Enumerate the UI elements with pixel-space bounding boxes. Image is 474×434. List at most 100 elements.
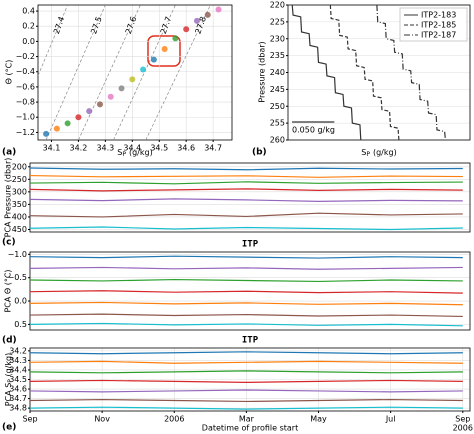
y-tick-label: 34.7 [9,394,27,403]
series-line [29,181,463,185]
isopycnal-label: 27.5 [89,15,104,35]
panel-title: ITP [242,336,259,346]
series-line [29,226,463,231]
y-tick-label: −0.5 [8,273,27,282]
point [150,56,157,63]
series-line [29,255,463,259]
series-line [29,370,463,374]
point [64,120,71,127]
panel-label: (a) [2,148,16,158]
series-line [29,212,463,218]
series-line [29,379,463,383]
x-tick-label: May [310,415,327,424]
y-tick-label: 245 [270,85,285,94]
series-line [29,313,463,318]
series-line [29,389,463,393]
point [183,26,190,33]
x-tick-label: 34.6 [177,144,195,153]
profile-line [291,5,362,140]
x-tick-label: Sep [455,415,470,424]
point [161,45,168,52]
point [172,35,179,42]
x-tick-label: 34.5 [150,144,168,153]
y-tick-label: 34.4 [9,365,27,374]
x-tick-label: 2006 [164,415,184,424]
y-tick-label: 0.5 [14,320,27,329]
y-tick-label: 0.4 [22,7,35,16]
panel-label: (d) [2,336,17,346]
y-tick-label: −0.4 [16,67,35,76]
point [193,17,200,24]
panel-label: (c) [2,238,16,248]
y-tick-label: 300 [12,187,27,196]
y-tick-label: 450 [12,225,27,234]
x-tick-label: 34.2 [70,144,88,153]
point [75,114,82,121]
profile-line [376,5,447,140]
point [107,93,114,100]
x-tick-label: 34.7 [204,144,222,153]
plot-frame [37,4,233,141]
series-line [29,167,463,171]
y-tick-label: −0.2 [16,52,35,61]
y-tick-label: 200 [12,162,27,171]
highlight-box [147,35,181,67]
y-tick-label: −1.2 [16,128,35,137]
x-axis-label-subscript: P [366,151,370,158]
y-tick-label: 34.2 [9,346,27,355]
point [118,85,125,92]
series-line [29,188,463,192]
y-tick-label: 34.8 [9,404,27,413]
point [204,11,211,18]
y-tick-label: 34.5 [9,375,27,384]
point [129,76,136,83]
y-axis-label: PCA SP (g/kg) [4,353,14,406]
y-tick-label: 400 [12,212,27,221]
y-tick-label: −0.8 [16,98,35,107]
x-tick-label: 34.3 [96,144,114,153]
series-line [29,266,463,270]
y-tick-label: 220 [270,1,285,10]
series-line [29,174,463,178]
x-tick-label: 34.1 [43,144,61,153]
y-tick-label: 260 [270,136,285,145]
clip-group [291,5,447,140]
isopycnal [38,5,68,77]
point [215,6,222,13]
clip-group: 27.4 27.5 27.6 27.7 27.8 [38,5,222,140]
y-axis-label: PCA Pressure (dbar) [4,158,13,238]
y-axis-label-prefix: PCA [4,388,13,406]
y-tick-label: 0.2 [22,22,35,31]
series-line [29,322,463,327]
point [96,101,103,108]
series-line [29,351,463,355]
y-tick-label: 34.6 [9,385,27,394]
y-tick-label: 0.0 [14,297,27,306]
y-axis-label-subscript: P [7,379,14,383]
profile-line [329,5,400,140]
y-axis-label: PCA Θ (°C) [4,269,13,312]
y-tick-label: −1.0 [16,113,35,122]
point [43,130,50,137]
x-tick-label: Nov [94,415,110,424]
x-axis-label-subscript: P [122,151,126,158]
y-axis-label: Pressure (dbar) [258,41,267,102]
x-tick-label: Mar [239,415,255,424]
y-tick-label: −1.0 [8,250,27,259]
series-line [29,301,463,306]
y-tick-label: 34.3 [9,356,27,365]
plot-frame [29,162,471,233]
isopycnal [45,5,106,140]
plot-frame [287,4,471,141]
x-axis-label: Datetime of profile start [202,424,298,433]
isopycnal-label: 27.6 [124,15,139,35]
panel-label: (b) [252,148,267,158]
x-axis-label-unit: (g/kg) [129,148,153,157]
legend-label: ITP2-187 [421,31,456,40]
y-tick-label: 0.0 [22,37,35,46]
x-tick-label: Jul [385,415,396,424]
point [53,125,60,132]
scale-bar-label: 0.050 g/kg [292,126,335,135]
x-tick-label: 34.4 [123,144,141,153]
legend-label: ITP2-185 [421,21,456,30]
